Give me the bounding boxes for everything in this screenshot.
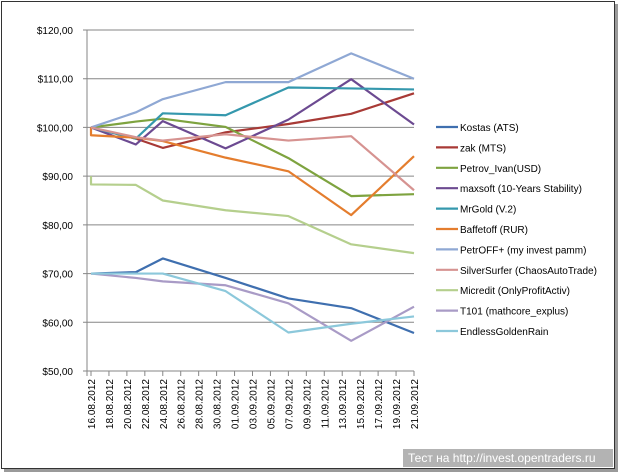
series-line-4	[90, 86, 415, 140]
y-tick-label: $90,00	[42, 172, 73, 183]
x-tick-label: 18.08.2012	[105, 379, 116, 429]
x-tick-label: 03.09.2012	[249, 379, 260, 429]
legend-label: Micredit (OnlyProfitActiv)	[460, 286, 570, 297]
series-line-2	[90, 117, 415, 198]
y-tick-label: $80,00	[42, 221, 73, 232]
x-tick-label: 07.09.2012	[284, 379, 295, 429]
x-tick-label: 11.09.2012	[320, 379, 331, 429]
legend-label: Kostas (ATS)	[460, 123, 519, 134]
y-tick-label: $70,00	[42, 270, 73, 281]
legend-label: Petrov_Ivan(USD)	[460, 164, 541, 175]
series-line-7	[90, 126, 415, 192]
legend-label: MrGold (V.2)	[460, 205, 516, 216]
x-tick-label: 09.09.2012	[302, 379, 313, 429]
y-tick-label: $60,00	[42, 318, 73, 329]
x-tick-label: 21.09.2012	[410, 379, 421, 429]
x-tick-label: 26.08.2012	[177, 379, 188, 429]
x-tick-label: 20.08.2012	[123, 379, 134, 429]
x-tick-label: 17.09.2012	[374, 379, 385, 429]
series-line-5	[89, 127, 415, 217]
legend-label: maxsoft (10-Years Stability)	[460, 184, 582, 195]
x-tick-label: 28.08.2012	[195, 379, 206, 429]
x-tick-label: 13.09.2012	[338, 379, 349, 429]
legend-label: T101 (mathcore_explus)	[460, 307, 568, 318]
series-line-8	[89, 176, 415, 255]
x-tick-label: 19.09.2012	[392, 379, 403, 429]
series-line-9	[90, 272, 415, 342]
y-tick-label: $110,00	[38, 75, 74, 86]
y-tick-label: $50,00	[42, 367, 73, 378]
legend-label: zak (MTS)	[460, 143, 506, 154]
watermark: Тест на http://invest.opentraders.ru	[403, 449, 613, 467]
x-tick-label: 15.09.2012	[356, 379, 367, 429]
x-tick-label: 22.08.2012	[141, 379, 152, 429]
x-tick-label: 01.09.2012	[231, 379, 242, 429]
legend-label: SilverSurfer (ChaosAutoTrade)	[460, 266, 597, 277]
x-tick-label: 05.09.2012	[266, 379, 277, 429]
series-line-10	[91, 272, 415, 334]
x-tick-label: 24.08.2012	[159, 379, 170, 429]
legend-label: EndlessGoldenRain	[460, 327, 548, 338]
y-tick-label: $120,00	[37, 26, 74, 37]
x-tick-label: 30.08.2012	[213, 379, 224, 429]
x-tick-label: 16.08.2012	[87, 379, 98, 429]
legend-label: PetrOFF+ (my invest pamm)	[460, 245, 586, 256]
legend-label: Baffetoff (RUR)	[460, 225, 528, 236]
y-tick-label: $100,00	[37, 123, 74, 134]
